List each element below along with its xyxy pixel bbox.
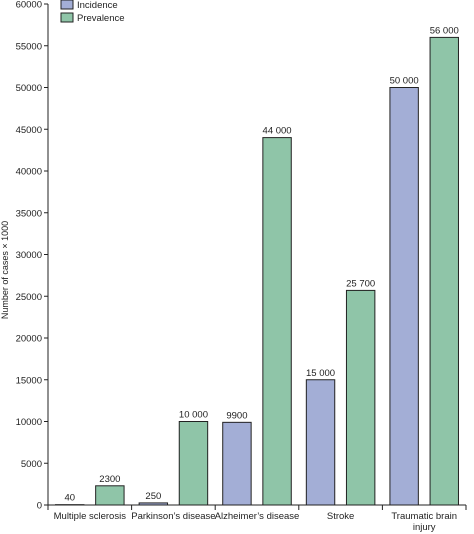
bar-incidence (138, 502, 169, 506)
x-category-label: Stroke (327, 511, 354, 522)
y-tick-label: 20000 (16, 334, 42, 345)
data-label: 15 000 (306, 368, 335, 379)
y-tick-label: 35000 (16, 208, 42, 219)
bar-incidence (389, 87, 419, 506)
y-tick-label: 15000 (16, 375, 42, 386)
legend-label-incidence: Incidence (77, 0, 118, 11)
bar-prevalence (95, 485, 125, 506)
x-axis: Multiple sclerosis Parkinson’s disease Alz… (47, 504, 467, 533)
legend: Incidence Prevalence (60, 0, 125, 24)
data-label: 10 000 (179, 410, 208, 421)
bar-prevalence (345, 289, 376, 506)
bar-prevalence (429, 36, 459, 506)
data-label: 50 000 (390, 76, 419, 87)
y-tick-label: 10000 (16, 417, 42, 428)
data-label: 25 700 (346, 278, 375, 289)
y-tick-label: 40000 (16, 167, 42, 178)
data-label: 44 000 (263, 126, 292, 137)
y-axis-title: Number of cases × 1000 (0, 221, 10, 319)
bar-prevalence (178, 421, 209, 506)
legend-swatch-incidence (60, 0, 74, 10)
data-label: 2300 (99, 474, 120, 485)
data-label: 56 000 (430, 25, 459, 36)
x-category-label: Multiple sclerosis (54, 511, 127, 522)
data-label: 250 (145, 491, 161, 502)
legend-swatch-prevalence (60, 12, 74, 23)
data-label: 40 (64, 493, 75, 504)
x-category-label: Alzheimer’s disease (215, 511, 300, 522)
y-tick-label: 50000 (16, 83, 42, 94)
y-axis: 0 5000 10000 15000 20000 25000 30000 35000 40000… (16, 0, 49, 512)
y-tick-label: 5000 (21, 459, 42, 470)
y-tick-label: 30000 (16, 250, 42, 261)
data-label: 9900 (226, 410, 247, 421)
bar-prevalence (262, 137, 292, 506)
y-tick-label: 25000 (16, 292, 42, 303)
bars-group: 40 250 9900 15 000 50 000 2300 10 000 44 000 25 … (55, 25, 459, 506)
y-tick-label: 55000 (16, 41, 42, 52)
y-tick-label: 45000 (16, 125, 42, 136)
x-category-label: Traumatic brain injury (391, 511, 457, 533)
legend-label-prevalence: Prevalence (77, 13, 125, 24)
bar-incidence (305, 379, 336, 506)
y-tick-label: 60000 (16, 0, 42, 11)
y-tick-label: 0 (37, 501, 42, 512)
bar-incidence (222, 421, 252, 506)
x-category-label: Parkinson’s disease (131, 511, 215, 522)
